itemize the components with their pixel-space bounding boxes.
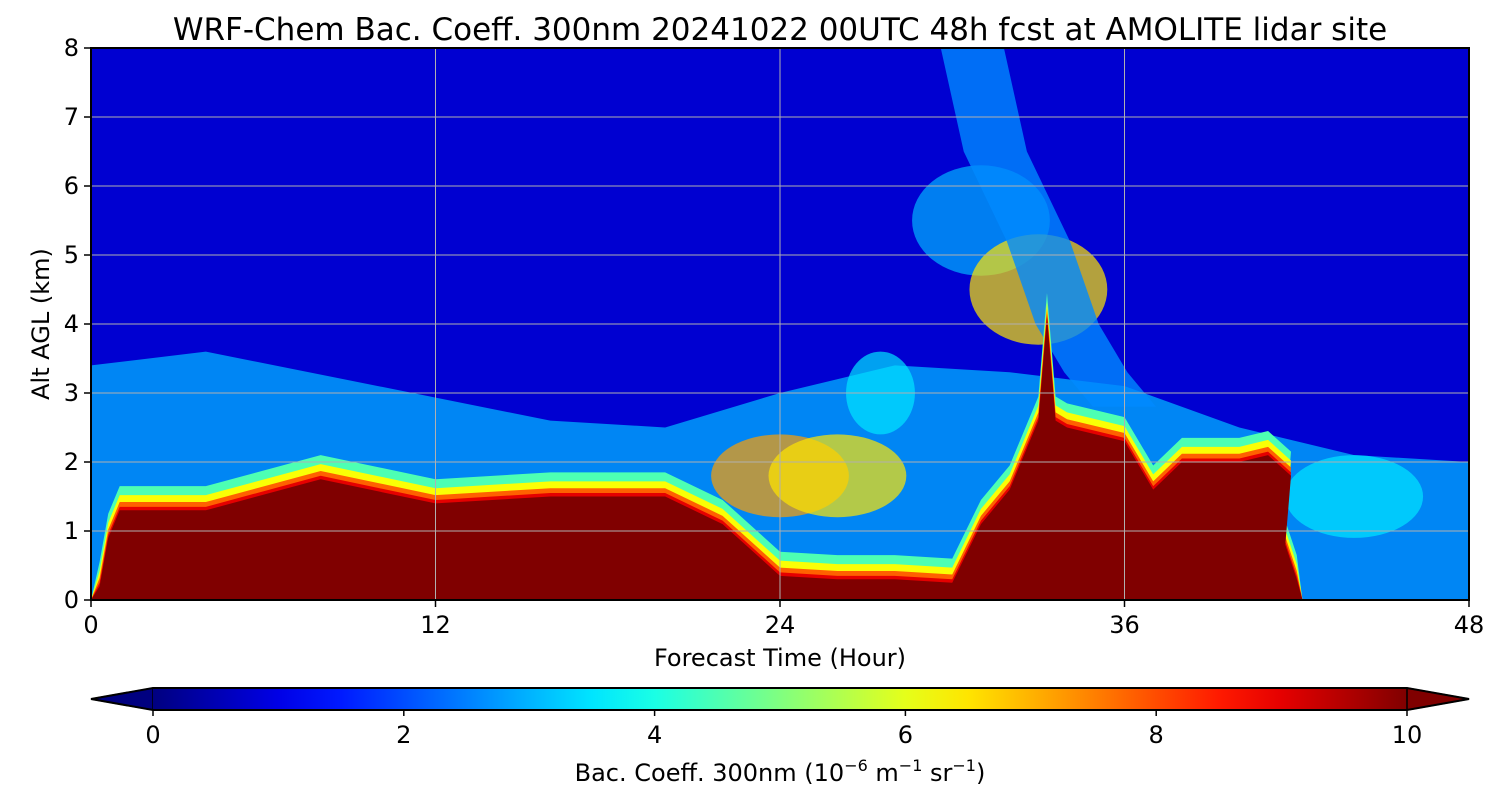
y-tick-label: 4 xyxy=(64,310,79,338)
y-tick-label: 7 xyxy=(64,103,79,131)
y-tick-label: 2 xyxy=(64,448,79,476)
colorbar: 0 2 4 6 8 10 Bac. Coeff. 300nm (10−6 m−1 sr−1… xyxy=(90,687,1470,787)
grid-lines xyxy=(91,48,1469,600)
colorbar-ticks: 0 2 4 6 8 10 xyxy=(145,710,1422,749)
chart-title: WRF-Chem Bac. Coeff. 300nm 20241022 00UT… xyxy=(173,12,1387,48)
colorbar-tick-label: 0 xyxy=(145,721,160,749)
colorbar-body xyxy=(153,688,1407,710)
colorbar-tick-label: 4 xyxy=(647,721,662,749)
x-tick-label: 36 xyxy=(1109,611,1140,639)
colorbar-tick-label: 2 xyxy=(396,721,411,749)
colorbar-tick-label: 8 xyxy=(1149,721,1164,749)
elevated-aerosol-5 xyxy=(1285,455,1424,538)
plume-band xyxy=(940,48,1157,407)
x-axis-ticks: 0 12 24 36 48 xyxy=(83,600,1484,639)
x-tick-label: 24 xyxy=(765,611,796,639)
colorbar-extend-left xyxy=(90,687,154,711)
y-axis-label: Alt AGL (km) xyxy=(27,248,55,400)
x-tick-label: 0 xyxy=(83,611,98,639)
colorbar-extend-right xyxy=(1406,687,1470,711)
colorbar-label: Bac. Coeff. 300nm (10−6 m−1 sr−1) xyxy=(575,756,986,787)
y-tick-label: 6 xyxy=(64,172,79,200)
y-tick-label: 8 xyxy=(64,34,79,62)
y-tick-label: 0 xyxy=(64,586,79,614)
colorbar-tick-label: 6 xyxy=(898,721,913,749)
x-tick-label: 12 xyxy=(420,611,451,639)
y-tick-label: 5 xyxy=(64,241,79,269)
elevated-aerosol-1 xyxy=(768,434,907,518)
x-tick-label: 48 xyxy=(1454,611,1485,639)
colorbar-tick-label: 10 xyxy=(1392,721,1423,749)
aerosol-layer-band-4 xyxy=(91,317,1303,600)
y-tick-label: 1 xyxy=(64,517,79,545)
y-axis-ticks: 0 1 2 3 4 5 6 7 8 xyxy=(64,34,91,614)
y-tick-label: 3 xyxy=(64,379,79,407)
x-axis-label: Forecast Time (Hour) xyxy=(654,644,906,672)
